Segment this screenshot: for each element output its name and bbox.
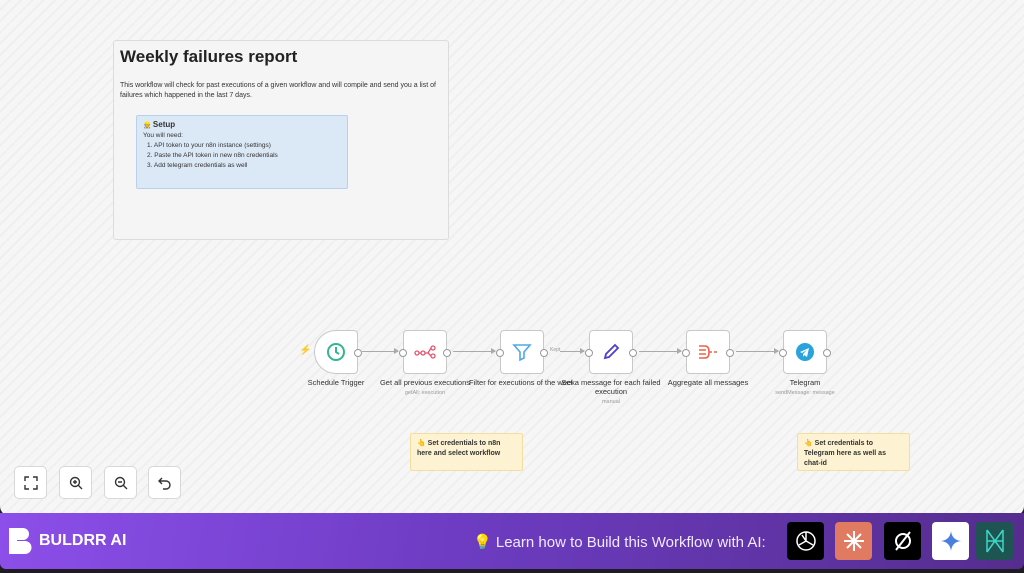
connection[interactable] (453, 348, 496, 354)
setup-title: Setup (152, 120, 176, 129)
node-label: Get all previous executions getAll: execu… (379, 378, 471, 396)
output-port[interactable] (354, 349, 362, 357)
output-port[interactable] (629, 349, 637, 357)
buldrr-banner: BULDRR AI 💡 Learn how to Build this Work… (0, 513, 1024, 569)
output-port[interactable] (540, 349, 548, 357)
setup-intro: You will need: (143, 132, 183, 139)
chatgpt-icon[interactable] (787, 522, 824, 560)
undo-button[interactable] (148, 466, 181, 499)
node-aggregate[interactable] (682, 330, 734, 374)
lightbulb-icon: 💡 (473, 534, 492, 551)
n8n-icon (414, 345, 436, 359)
node-telegram[interactable] (779, 330, 831, 374)
input-port[interactable] (399, 349, 407, 357)
connection[interactable] (736, 348, 779, 354)
zoom-out-button[interactable] (104, 466, 137, 499)
perplexity-icon[interactable] (884, 522, 921, 560)
input-port[interactable] (585, 349, 593, 357)
filter-icon (512, 344, 532, 362)
workflow-canvas[interactable]: Weekly failures report This workflow wil… (0, 0, 1024, 516)
zoom-in-icon (69, 476, 82, 489)
input-port[interactable] (779, 349, 787, 357)
output-port[interactable] (726, 349, 734, 357)
setup-box: 👷 Setup You will need: 1. API token to y… (136, 115, 348, 189)
sticky-note-telegram-credentials[interactable]: 👆 Set credentials to Telegram here as we… (797, 433, 910, 471)
setup-item: 1. API token to your n8n instance (setti… (147, 142, 271, 149)
pencil-icon (603, 343, 620, 360)
node-set-message[interactable] (585, 330, 637, 374)
node-label: Schedule Trigger (307, 378, 365, 387)
input-port[interactable] (682, 349, 690, 357)
claude-icon[interactable] (835, 522, 872, 560)
setup-item: 2. Paste the API token in new n8n creden… (147, 152, 278, 159)
node-filter[interactable] (496, 330, 548, 374)
gemini-icon[interactable] (932, 522, 969, 560)
aggregate-icon (699, 345, 717, 359)
setup-item: 3. Add telegram credentials as well (147, 162, 248, 169)
buldrr-logo-icon (9, 528, 32, 554)
sticky-note-n8n-credentials[interactable]: 👆 Set credentials to n8n here and select… (410, 433, 523, 471)
note-title: Weekly failures report (120, 47, 298, 66)
brand-name: BULDRR AI (39, 532, 127, 549)
trigger-bolt-icon: ⚡ (299, 345, 312, 356)
node-label: Filter for executions of the week (469, 378, 575, 387)
output-port[interactable] (823, 349, 831, 357)
telegram-icon (796, 343, 814, 361)
fullscreen-icon (23, 475, 38, 490)
sticky-note-description[interactable]: Weekly failures report This workflow wil… (113, 40, 449, 240)
deepseek-icon[interactable] (976, 522, 1013, 560)
node-schedule-trigger[interactable] (314, 330, 362, 374)
connection[interactable] (362, 348, 399, 354)
construction-icon: 👷 (143, 122, 152, 129)
undo-icon (157, 477, 171, 490)
edge-label: Kept (550, 347, 561, 353)
node-label: Aggregate all messages (667, 378, 749, 387)
brand[interactable]: BULDRR AI (9, 528, 126, 554)
learn-label: Learn how to Build this Workflow with AI… (495, 534, 766, 551)
node-get-executions[interactable] (399, 330, 451, 374)
connection[interactable]: Kept (550, 347, 585, 354)
zoom-in-button[interactable] (59, 466, 92, 499)
input-port[interactable] (496, 349, 504, 357)
output-port[interactable] (443, 349, 451, 357)
learn-text: 💡 Learn how to Build this Workflow with … (473, 533, 766, 551)
connection[interactable] (639, 348, 682, 354)
node-label: Set a message for each failed execution m… (561, 378, 661, 405)
node-label: Telegram sendMessage: message (775, 378, 835, 396)
note-description: This workflow will check for past execut… (120, 82, 436, 99)
zoom-out-icon (114, 476, 127, 489)
fit-view-button[interactable] (14, 466, 47, 499)
clock-icon (327, 343, 345, 361)
